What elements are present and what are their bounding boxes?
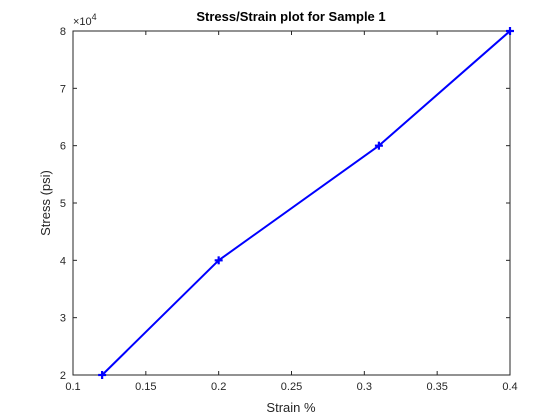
data-point-marker	[506, 27, 514, 35]
x-axis-label: Strain %	[266, 400, 316, 415]
x-tick-label: 0.35	[426, 381, 447, 393]
y-tick-label: 8	[60, 26, 66, 38]
y-tick-label: 7	[60, 83, 66, 95]
x-tick-label: 0.2	[211, 381, 226, 393]
y-exponent-base: ×10	[73, 16, 92, 28]
x-tick-label: 0.15	[135, 381, 156, 393]
x-tick-label: 0.1	[65, 381, 80, 393]
y-tick-label: 2	[60, 370, 66, 382]
y-tick-label: 5	[60, 198, 66, 210]
y-exponent-power: 4	[92, 12, 97, 22]
x-tick-label: 0.4	[502, 381, 517, 393]
series-layer	[98, 27, 514, 379]
x-tick-label: 0.25	[281, 381, 302, 393]
data-point-marker	[214, 256, 223, 265]
data-point-marker	[98, 371, 107, 379]
y-tick-label: 6	[60, 141, 66, 153]
series-line	[101, 30, 511, 376]
chart-title: Stress/Strain plot for Sample 1	[196, 9, 385, 24]
y-axis: 2 3 4 5 6 7 8	[60, 26, 510, 382]
y-axis-label: Stress (psi)	[38, 170, 53, 236]
x-tick-label: 0.3	[357, 381, 372, 393]
plot-area	[72, 30, 511, 376]
data-point-marker	[374, 141, 383, 150]
y-tick-label: 4	[60, 255, 66, 267]
y-tick-label: 3	[60, 313, 66, 325]
y-axis-exponent: ×104	[73, 12, 97, 28]
x-axis: 0.1 0.15 0.2 0.25 0.3 0.35 0.4	[65, 31, 518, 393]
